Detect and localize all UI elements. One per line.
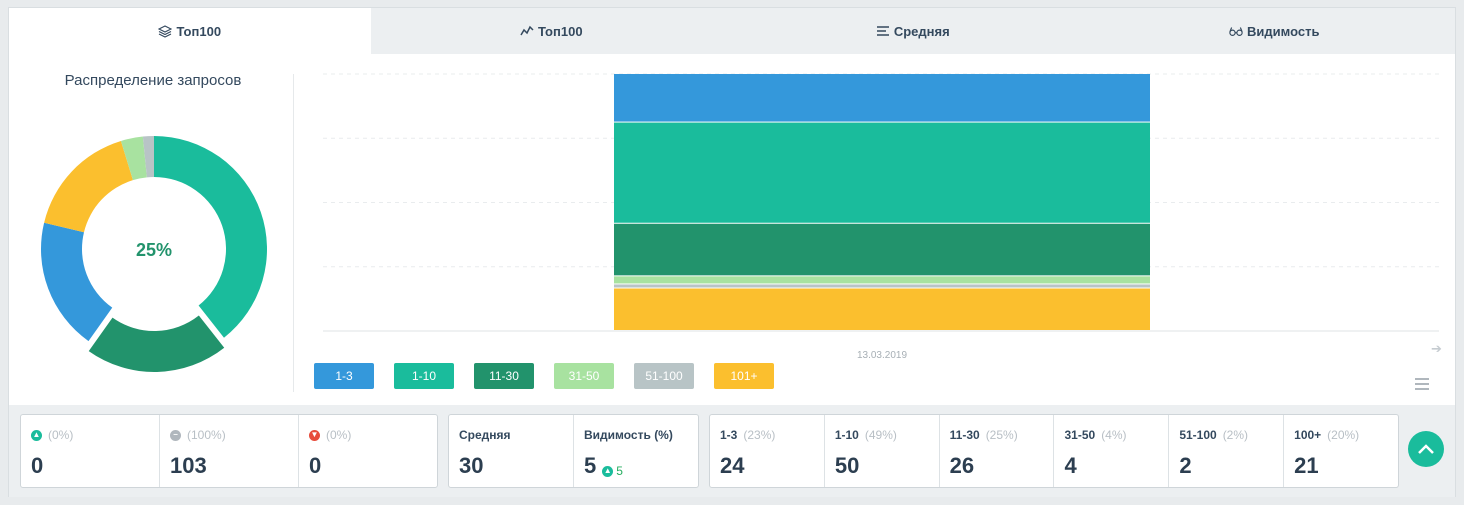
stat-cell-average: Средняя 30: [449, 415, 574, 487]
bar-segment[interactable]: [614, 276, 1150, 284]
stat-cell-range: 1-10 (49%) 50: [825, 415, 940, 487]
tab-visibility[interactable]: Видимость: [1094, 8, 1456, 54]
stat-cell-up: ▲ (0%) 0: [21, 415, 160, 487]
chevron-up-icon: [1418, 444, 1434, 454]
stat-value: 0: [31, 453, 44, 478]
tab-label: Видимость: [1247, 23, 1320, 39]
stat-pct: (0%): [326, 428, 352, 442]
stat-cell-visibility: Видимость (%) 5 ▲ 5: [574, 415, 698, 487]
legend-item[interactable]: 1-3: [314, 363, 374, 389]
stat-label: 1-3: [720, 428, 738, 442]
stat-cell-same: − (100%) 103: [160, 415, 299, 487]
legend-item[interactable]: 101+: [714, 363, 774, 389]
legend-item[interactable]: 31-50: [554, 363, 614, 389]
stat-value: 26: [949, 453, 975, 478]
stat-value: 0: [309, 453, 322, 478]
stat-pct: (25%): [985, 428, 1018, 442]
stat-pct: (2%): [1222, 428, 1249, 442]
arrow-up-circle-icon: ▲: [602, 465, 614, 477]
stat-pct: (20%): [1327, 428, 1360, 442]
pie-slice[interactable]: [120, 136, 147, 181]
tab-label: Топ100: [176, 23, 222, 39]
stat-value: 103: [170, 453, 207, 478]
stat-label: Видимость (%): [584, 428, 673, 442]
stat-cell-range: 100+ (20%) 21: [1284, 415, 1398, 487]
pie-slice[interactable]: [154, 136, 267, 338]
stat-pct: (4%): [1101, 428, 1127, 442]
stat-label: 100+: [1294, 428, 1322, 442]
tab-top100-distribution[interactable]: Топ100: [9, 8, 371, 54]
stat-value: 5: [584, 453, 597, 478]
stat-cell-range: 31-50 (4%) 4: [1054, 415, 1170, 487]
stat-label: 51-100: [1179, 428, 1217, 442]
layers-icon: [158, 25, 173, 38]
pie-slice[interactable]: [41, 222, 113, 342]
stat-cell-range: 1-3 (23%) 24: [710, 415, 825, 487]
stat-pct: (49%): [864, 428, 897, 442]
bar-segment[interactable]: [614, 288, 1150, 330]
stat-label: 1-10: [834, 428, 859, 442]
stat-value: 24: [720, 453, 745, 478]
x-tick-label: 13.03.2019: [857, 350, 907, 361]
bar-segment[interactable]: [614, 74, 1150, 122]
pie-slice[interactable]: [142, 136, 154, 178]
visibility-change: ▲ 5: [602, 464, 623, 478]
stat-value: 30: [459, 453, 484, 478]
stat-cell-range: 11-30 (25%) 26: [940, 415, 1055, 487]
pie-title: Распределение запросов: [64, 72, 242, 89]
lines-icon: [876, 26, 889, 36]
stat-value: 4: [1064, 453, 1077, 478]
divider: [293, 74, 294, 392]
tab-label: Топ100: [537, 23, 583, 39]
legend-item[interactable]: 11-30: [474, 363, 534, 389]
stat-pct: (0%): [48, 428, 74, 442]
stat-label: 11-30: [949, 428, 980, 442]
stat-label: 31-50: [1064, 428, 1096, 442]
legend-item[interactable]: 1-10: [394, 363, 454, 389]
line-chart-icon: [520, 25, 534, 36]
pie-slice[interactable]: [44, 140, 133, 233]
minus-circle-icon: −: [170, 429, 181, 441]
stat-pct: (100%): [187, 428, 226, 442]
ranges-card: 1-3 (23%) 24 1-10 (49%) 50 11-30 (25%) 26 31-50 (4…: [709, 414, 1399, 488]
stat-label: Средняя: [459, 428, 511, 442]
change-value: 5: [616, 464, 623, 478]
menu-icon[interactable]: [1415, 378, 1429, 390]
arrow-right-icon[interactable]: ➔: [1431, 341, 1442, 356]
bar-segment[interactable]: [614, 223, 1150, 276]
stat-pct: (23%): [743, 428, 776, 442]
stacked-bar-chart: 13.03.2019: [323, 73, 1439, 361]
tab-bar: Топ100 Топ100 Средняя Видимость: [9, 8, 1455, 54]
changes-card: ▲ (0%) 0 − (100%) 103 ▼ (0%) 0: [20, 414, 438, 488]
tab-label: Средняя: [893, 23, 950, 39]
stat-value: 2: [1179, 453, 1192, 478]
legend-item[interactable]: 51-100: [634, 363, 694, 389]
donut-chart: 25%: [41, 136, 267, 372]
bar-segment[interactable]: [614, 122, 1150, 223]
tab-average[interactable]: Средняя: [732, 8, 1094, 54]
pie-slice[interactable]: [88, 315, 225, 372]
tab-top100-dynamics[interactable]: Топ100: [371, 8, 733, 54]
glasses-icon: [1229, 27, 1243, 36]
stats-bar: ▲ (0%) 0 − (100%) 103 ▼ (0%) 0 Средняя 30 В…: [9, 405, 1455, 497]
stat-value: 50: [834, 453, 860, 478]
scroll-top-button[interactable]: [1408, 431, 1444, 467]
arrow-down-circle-icon: ▼: [309, 429, 320, 441]
chart-legend: 1-3 1-10 11-30 31-50 51-100 101+: [314, 363, 774, 389]
stat-cell-down: ▼ (0%) 0: [299, 415, 437, 487]
dashboard-panel: Топ100 Топ100 Средняя Видимость Распреде…: [8, 7, 1456, 497]
stat-value: 21: [1294, 453, 1319, 478]
average-card: Средняя 30 Видимость (%) 5 ▲ 5: [448, 414, 699, 488]
pie-center-label: 25%: [136, 240, 172, 260]
bar-segment[interactable]: [614, 284, 1150, 288]
arrow-up-circle-icon: ▲: [31, 429, 42, 441]
stat-cell-range: 51-100 (2%) 2: [1169, 415, 1285, 487]
